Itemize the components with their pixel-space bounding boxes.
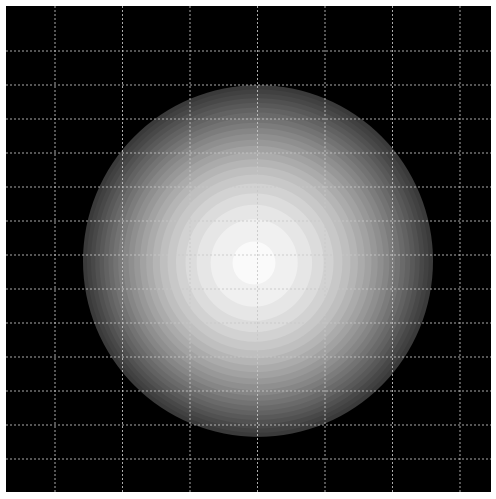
contour-band [232,241,276,285]
grid [6,6,491,492]
contour-sphere [83,85,433,437]
